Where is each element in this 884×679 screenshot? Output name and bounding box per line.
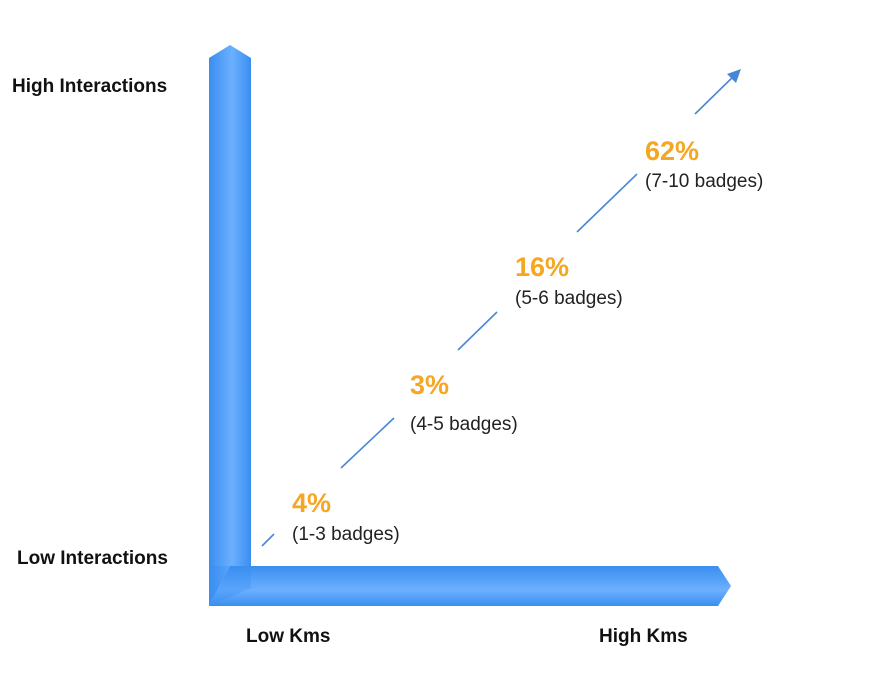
point-3-percent: 16% xyxy=(515,252,570,282)
point-3-badges: (5-6 badges) xyxy=(515,288,623,309)
point-2-badges: (4-5 badges) xyxy=(410,414,518,435)
trend-segment xyxy=(576,173,638,233)
point-4-percent: 62% xyxy=(645,136,700,166)
x-axis-low-label: Low Kms xyxy=(246,626,331,647)
x-axis-high-label: High Kms xyxy=(599,626,688,647)
point-1-badges: (1-3 badges) xyxy=(292,524,400,545)
trend-arrowhead xyxy=(727,69,741,83)
trend-segment xyxy=(340,417,395,469)
point-1-percent: 4% xyxy=(292,488,332,518)
y-axis-high-label: High Interactions xyxy=(12,76,168,97)
point-4-badges: (7-10 badges) xyxy=(645,171,764,192)
y-axis-bar xyxy=(209,45,251,606)
axis-corner xyxy=(209,566,251,606)
trend-segment xyxy=(457,311,498,351)
y-axis-low-label: Low Interactions xyxy=(17,548,168,569)
point-2-percent: 3% xyxy=(410,370,450,400)
trend-segment xyxy=(261,533,275,547)
x-axis-bar xyxy=(209,566,731,606)
